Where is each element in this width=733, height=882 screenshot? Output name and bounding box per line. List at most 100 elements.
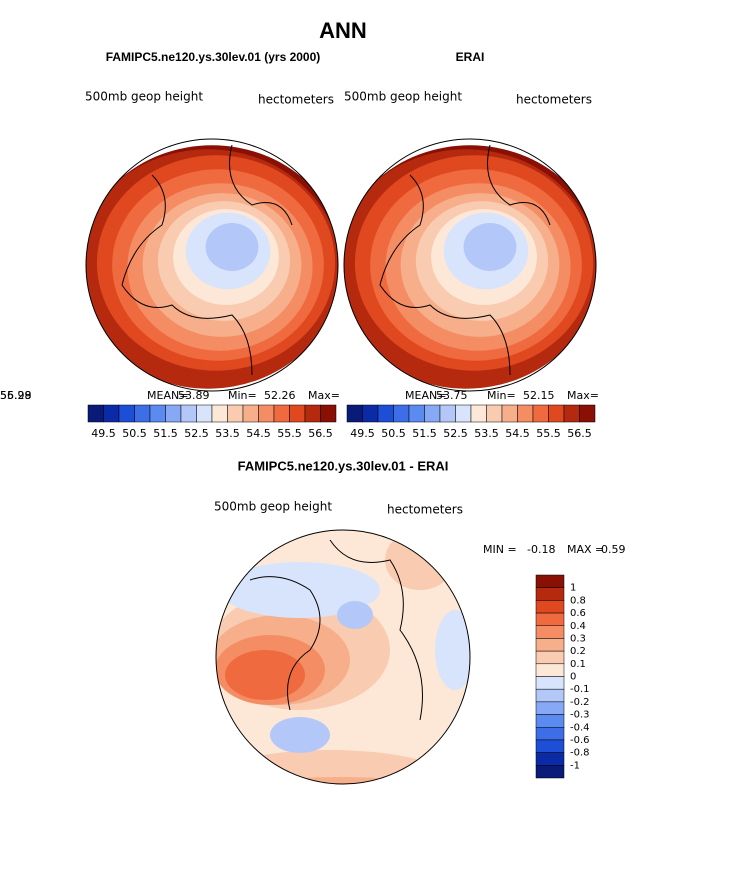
- colorbar-label: 56.5: [567, 427, 592, 440]
- stat-label: Max=: [308, 389, 340, 402]
- colorbar-label: 53.5: [215, 427, 240, 440]
- colorbar-box: [165, 404, 182, 423]
- contour-band: [230, 777, 450, 784]
- diff-variable: 500mb geop height: [214, 500, 332, 514]
- colorbar-box: [517, 404, 534, 423]
- stat-label: MAX =: [567, 543, 604, 556]
- colorbar-box: [535, 600, 565, 614]
- stat-value: 53.89: [178, 389, 210, 402]
- colorbar-label: 55.5: [277, 427, 302, 440]
- colorbar-box: [149, 404, 166, 423]
- colorbar-box: [535, 574, 565, 588]
- panel-units: hectometers: [258, 93, 334, 107]
- stat-label: MIN =: [483, 543, 517, 556]
- colorbar-label: 54.5: [246, 427, 271, 440]
- colorbar-label: 49.5: [350, 427, 375, 440]
- stat-value: 53.75: [436, 389, 468, 402]
- stat-label: MEAN=: [147, 389, 188, 402]
- stat-label: Max=: [567, 389, 599, 402]
- colorbar-box: [535, 625, 565, 639]
- colorbar-box: [320, 404, 337, 423]
- colorbar-label: -0.6: [570, 735, 590, 746]
- colorbar-box: [579, 404, 596, 423]
- colorbar-label: 52.5: [184, 427, 209, 440]
- contour-band: [270, 717, 330, 753]
- colorbar-box: [535, 688, 565, 703]
- colorbar-label: 0.8: [570, 595, 586, 606]
- stat-label: MEAN=: [405, 389, 446, 402]
- colorbar-label: 0.1: [570, 659, 586, 670]
- colorbar-box: [439, 404, 456, 423]
- colorbar-box: [535, 739, 565, 753]
- coastline: [121, 144, 293, 376]
- colorbar-box: [393, 404, 410, 423]
- colorbar-label: 0.2: [570, 646, 586, 657]
- colorbar-box: [535, 650, 565, 665]
- colorbar-box: [227, 404, 244, 423]
- colorbar-box: [103, 404, 120, 423]
- colorbar-label: -0.3: [570, 710, 590, 721]
- colorbar-box: [501, 404, 518, 423]
- colorbar-box: [548, 404, 565, 423]
- colorbar-label: -0.4: [570, 722, 590, 733]
- coastline: [379, 144, 551, 376]
- colorbar-label: 0.3: [570, 633, 586, 644]
- stat-value: 52.15: [523, 389, 555, 402]
- colorbar-box: [304, 404, 321, 423]
- colorbar-box: [535, 765, 565, 779]
- stat-value: 55.99: [0, 389, 32, 402]
- stat-label: Min=: [228, 389, 257, 402]
- panel-variable: 500mb geop height: [344, 90, 462, 104]
- colorbar-box: [87, 404, 104, 423]
- panel-variable: 500mb geop height: [85, 90, 203, 104]
- colorbar-box: [535, 587, 565, 601]
- colorbar-label: 50.5: [381, 427, 406, 440]
- colorbar-label: 50.5: [122, 427, 147, 440]
- colorbar-box: [535, 727, 565, 741]
- contour-band: [220, 562, 380, 618]
- map-border: [85, 138, 339, 392]
- colorbar-box: [535, 752, 565, 766]
- colorbar-box: [535, 612, 565, 626]
- colorbar-label: -0.8: [570, 748, 590, 759]
- polar-map: [216, 530, 470, 784]
- colorbar-label: 54.5: [505, 427, 530, 440]
- panel-title: ERAI: [456, 50, 485, 64]
- colorbar-label: 52.5: [443, 427, 468, 440]
- stat-label: Min=: [487, 389, 516, 402]
- colorbar-box: [180, 404, 197, 423]
- colorbar-box: [377, 404, 394, 423]
- colorbar-box: [455, 404, 472, 423]
- colorbar-box: [134, 404, 151, 423]
- colorbar-label: -1: [570, 760, 580, 771]
- colorbar-label: 53.5: [474, 427, 499, 440]
- map-border: [215, 529, 471, 785]
- stat-value: 56.28: [0, 389, 32, 402]
- colorbar-label: 0.4: [570, 621, 586, 632]
- stat-value: -0.18: [527, 543, 555, 556]
- colorbar-label: 1: [570, 583, 576, 594]
- stat-value: 52.26: [264, 389, 296, 402]
- colorbar-box: [486, 404, 503, 423]
- colorbar-label: 49.5: [91, 427, 116, 440]
- colorbar-label: -0.2: [570, 697, 590, 708]
- colorbar-box: [118, 404, 135, 423]
- colorbar-box: [470, 404, 487, 423]
- colorbar-box: [535, 638, 565, 652]
- stat-value: 0.59: [601, 543, 626, 556]
- colorbar-label: 55.5: [536, 427, 561, 440]
- colorbar-box: [532, 404, 549, 423]
- colorbar-label: 0: [570, 672, 576, 683]
- colorbar-label: 56.5: [308, 427, 333, 440]
- polar-map: [344, 144, 596, 389]
- page-title: ANN: [319, 18, 367, 43]
- colorbar-box: [362, 404, 379, 423]
- colorbar-box: [258, 404, 275, 423]
- colorbar-box: [563, 404, 580, 423]
- colorbar-box: [346, 404, 363, 423]
- diff-units: hectometers: [387, 503, 463, 517]
- contour-band: [205, 223, 259, 271]
- colorbar-box: [242, 404, 259, 423]
- panel-units: hectometers: [516, 93, 592, 107]
